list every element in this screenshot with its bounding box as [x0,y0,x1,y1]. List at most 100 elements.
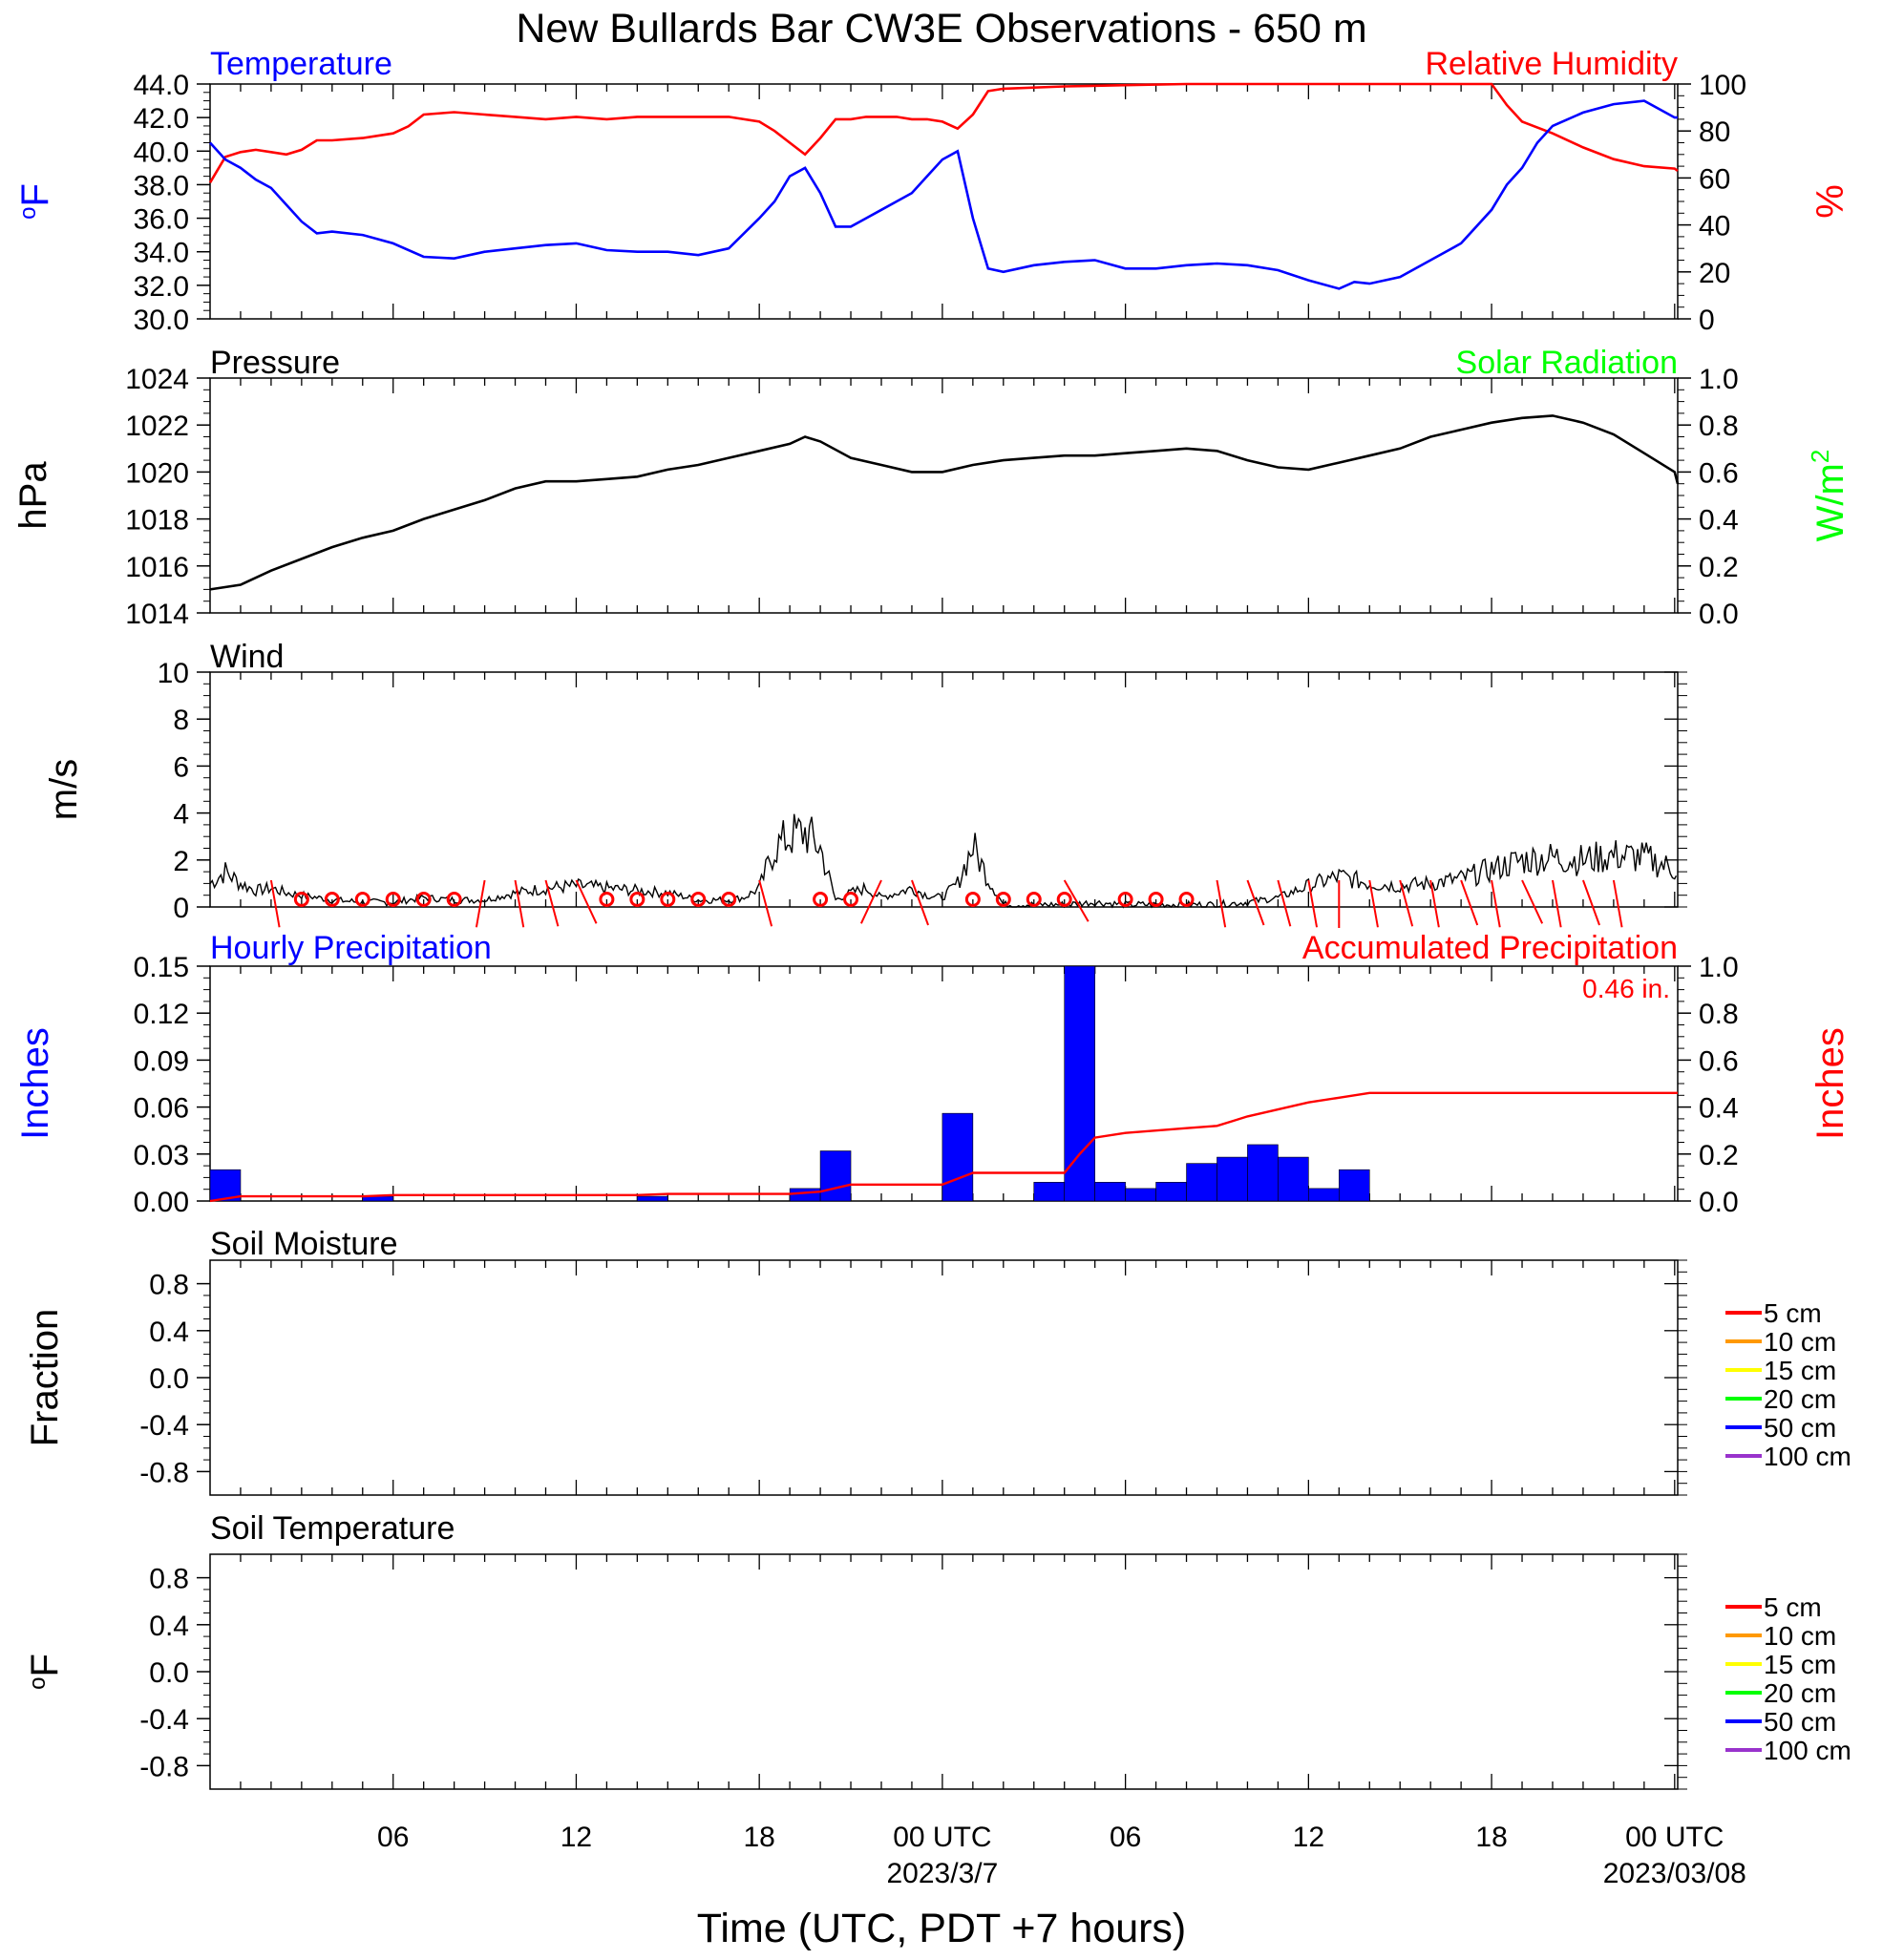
precip-bar [1125,1188,1156,1202]
soil-temp-y-tick-label: 0.4 [149,1611,189,1642]
temp-rh-y2-tick-label: 0 [1699,305,1715,336]
precip-bar [1094,1182,1126,1202]
temp-rh-y-tick-label: 32.0 [134,271,189,303]
soil-moisture-y-tick-label: 0.0 [149,1363,189,1395]
pressure-unit: hPa [12,461,54,530]
temp-rh-y2-tick-label: 80 [1699,116,1730,148]
precip-y2-tick-label: 0.4 [1699,1093,1739,1125]
pressure-title: Pressure [210,345,340,381]
wind-y-tick-label: 4 [173,799,189,831]
precip-bar [819,1150,852,1202]
x-tick-label: 12 [561,1822,592,1853]
accum-precip-title: Accumulated Precipitation [1302,930,1678,966]
wind-calm-marker [995,892,1011,907]
soil-temp-legend-label: 5 cm [1764,1592,1822,1622]
precip-y-tick-label: 0.03 [134,1140,189,1171]
wind-line [209,813,1678,909]
rh-unit: % [1809,184,1851,219]
precip-bar [1217,1156,1248,1202]
solar-unit: W/m2 [1806,450,1851,542]
wind-direction-stick [1612,879,1623,928]
pressure-y-tick-label: 1014 [125,599,189,630]
wind-direction-stick [575,879,598,924]
soil-moisture-y-tick-label: 0.4 [149,1317,189,1348]
temp-rh-y2-tick-label: 100 [1699,70,1746,101]
wind-direction-stick [1399,879,1414,927]
soil-moisture-y-tick-label: 0.8 [149,1270,189,1301]
pressure-frame [209,377,1679,614]
soil-temp-legend-label: 20 cm [1764,1678,1836,1708]
wind-calm-marker [660,892,676,907]
accum-precip-unit: Inches [1809,1027,1851,1140]
x-tick-label: 00 UTC [1625,1822,1724,1853]
soil-moisture-legend-label: 10 cm [1764,1327,1836,1357]
x-axis-title: Time (UTC, PDT +7 hours) [697,1906,1187,1951]
soil-moisture-legend-label: 20 cm [1764,1384,1836,1414]
pressure-y2-tick-label: 0.2 [1699,552,1739,583]
wind-direction-stick [1063,879,1090,922]
wind-y-tick-label: 10 [158,658,189,689]
temp-rh-y2-tick-label: 20 [1699,258,1730,289]
hourly-precip-unit: Inches [14,1027,56,1140]
wind-calm-marker [385,892,401,907]
wind-calm-marker [629,892,645,907]
wind-calm-marker [324,892,340,907]
soil-temp-legend-label: 100 cm [1764,1736,1851,1765]
precip-y-tick-label: 0.12 [134,999,189,1030]
temp-rh-y-tick-label: 30.0 [134,305,189,336]
soil-temp-legend-label: 10 cm [1764,1621,1836,1651]
wind-calm-marker [1117,892,1133,907]
wind-calm-marker [721,892,737,907]
x-date-label: 2023/3/7 [887,1858,999,1889]
precip-y2-tick-label: 0.8 [1699,999,1739,1030]
wind-direction-stick [1460,879,1479,926]
precip-y-tick-label: 0.15 [134,952,189,983]
wind-y-tick-label: 6 [173,751,189,783]
pressure-y-tick-label: 1016 [125,552,189,583]
precip-bar [1186,1163,1217,1202]
temp-rh-y-tick-label: 40.0 [134,137,189,168]
precip-y-tick-label: 0.06 [134,1093,189,1125]
precip-bar [1064,965,1095,1202]
soil-temp-legend-label: 50 cm [1764,1707,1836,1737]
wind-direction-stick [1307,879,1319,928]
wind-direction-stick [475,879,486,928]
pressure-y-tick-label: 1020 [125,457,189,489]
wind-calm-marker [293,892,309,907]
precip-bar [942,1112,974,1202]
wind-calm-marker [690,892,707,907]
solar-title: Solar Radiation [1456,345,1678,381]
wind-direction-stick [911,879,929,926]
wind-direction-stick [1246,879,1265,926]
wind-y-tick-label: 2 [173,846,189,877]
wind-calm-marker [1026,892,1042,907]
soil-moisture-legend-label: 5 cm [1764,1298,1822,1328]
pressure-y-tick-label: 1022 [125,411,189,442]
precip-y2-tick-label: 0.2 [1699,1140,1739,1171]
wind-direction-stick [1368,879,1379,928]
precip-y2-tick-label: 0.6 [1699,1045,1739,1077]
wind-title: Wind [210,639,284,675]
wind-calm-marker [843,892,859,907]
pressure-y-tick-label: 1024 [125,364,189,395]
x-date-label: 2023/03/08 [1603,1858,1746,1889]
x-tick-label: 06 [377,1822,409,1853]
soil-temp-y-tick-label: 0.8 [149,1564,189,1595]
temp-rh-y-tick-label: 34.0 [134,238,189,269]
wind-y-tick-label: 8 [173,705,189,736]
temp-rh-y2-tick-label: 60 [1699,163,1730,195]
precip-bar [1278,1156,1309,1202]
accum-precip-line [209,1091,1678,1203]
pressure-y2-tick-label: 0.4 [1699,505,1739,537]
wind-direction-stick [1216,879,1227,928]
precip-total-label: 0.46 in. [1582,974,1670,1003]
wind-direction-stick [1429,879,1440,928]
wind-calm-marker [354,892,370,907]
precip-y2-tick-label: 0.0 [1699,1187,1739,1218]
pressure-y2-tick-label: 1.0 [1699,364,1739,395]
wind-direction-stick [859,879,882,924]
wind-calm-marker [1178,892,1195,907]
soil-temp-y-tick-label: -0.8 [139,1751,189,1782]
soil-moisture-legend-label: 100 cm [1764,1442,1851,1471]
